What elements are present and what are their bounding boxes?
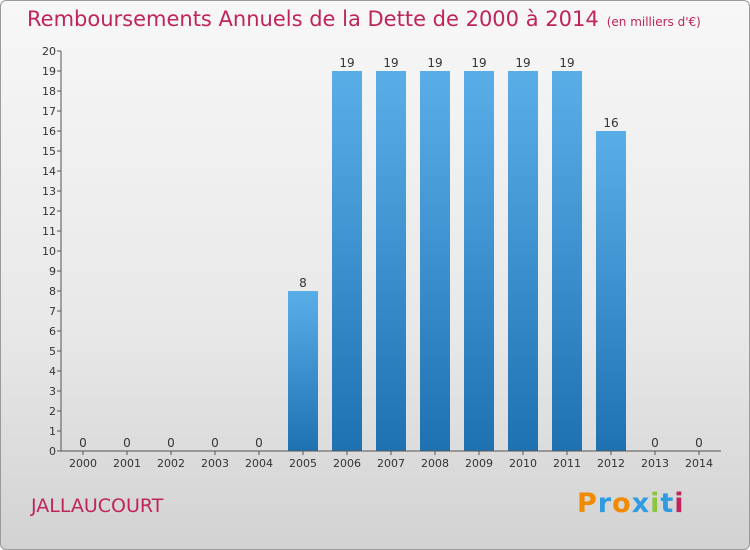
- value-label-2007: 19: [383, 56, 398, 70]
- commune-name: JALLAUCOURT: [31, 495, 164, 517]
- y-tick-label: 12: [42, 205, 56, 218]
- value-label-2006: 19: [339, 56, 354, 70]
- bar-2007: [376, 71, 406, 451]
- y-tick-label: 1: [49, 425, 56, 438]
- x-tick-label-2001: 2001: [113, 457, 141, 470]
- logo-letter: x: [631, 488, 651, 519]
- x-tick-label-2003: 2003: [201, 457, 229, 470]
- x-tick-label-2010: 2010: [509, 457, 537, 470]
- x-tick-label-2009: 2009: [465, 457, 493, 470]
- y-tick-label: 2: [49, 405, 56, 418]
- y-tick-label: 18: [42, 85, 56, 98]
- bar-2008: [420, 71, 450, 451]
- y-tick-label: 9: [49, 265, 56, 278]
- x-axis-ticks: 2000 2001 2002 2003 2004 2005 2006 2007 2008 2009…: [69, 451, 713, 470]
- x-tick-label-2013: 2013: [641, 457, 669, 470]
- x-tick-label-2005: 2005: [289, 457, 317, 470]
- bar-2012: [596, 131, 626, 451]
- x-tick-label-2006: 2006: [333, 457, 361, 470]
- y-tick-label: 15: [42, 145, 56, 158]
- value-label-2001: 0: [123, 436, 131, 450]
- value-label-2000: 0: [79, 436, 87, 450]
- y-tick-label: 5: [49, 345, 56, 358]
- y-tick-label: 10: [42, 245, 56, 258]
- bar-series: [288, 71, 626, 451]
- logo-letter: o: [612, 488, 632, 519]
- x-tick-label-2008: 2008: [421, 457, 449, 470]
- logo-letter: i: [650, 488, 661, 519]
- value-label-2003: 0: [211, 436, 219, 450]
- value-label-2011: 19: [559, 56, 574, 70]
- chart-subtitle: (en milliers d'€): [606, 15, 701, 29]
- y-tick-label: 20: [42, 45, 56, 58]
- proxiti-logo[interactable]: Proxiti: [577, 488, 685, 519]
- y-tick-label: 3: [49, 385, 56, 398]
- chart-title-text: Remboursements Annuels de la Dette de 20…: [27, 7, 599, 31]
- value-labels: 0 0 0 0 0 8 19 19 19 19 19 19 16 0 0: [79, 56, 703, 450]
- y-tick-label: 6: [49, 325, 56, 338]
- x-tick-label-2000: 2000: [69, 457, 97, 470]
- value-label-2009: 19: [471, 56, 486, 70]
- logo-letter: r: [597, 488, 613, 519]
- chart-title: Remboursements Annuels de la Dette de 20…: [27, 7, 701, 31]
- bar-2006: [332, 71, 362, 451]
- x-tick-label-2007: 2007: [377, 457, 405, 470]
- y-tick-label: 8: [49, 285, 56, 298]
- y-tick-label: 13: [42, 185, 56, 198]
- bar-2005: [288, 291, 318, 451]
- bar-2011: [552, 71, 582, 451]
- value-label-2002: 0: [167, 436, 175, 450]
- x-tick-label-2012: 2012: [597, 457, 625, 470]
- y-tick-label: 11: [42, 225, 56, 238]
- y-tick-label: 16: [42, 125, 56, 138]
- x-tick-label-2011: 2011: [553, 457, 581, 470]
- bar-2010: [508, 71, 538, 451]
- logo-letter: i: [674, 488, 685, 519]
- value-label-2010: 19: [515, 56, 530, 70]
- value-label-2004: 0: [255, 436, 263, 450]
- logo-letter: t: [660, 488, 675, 519]
- y-tick-label: 19: [42, 65, 56, 78]
- bar-2009: [464, 71, 494, 451]
- logo-letter: P: [577, 488, 598, 519]
- y-tick-label: 4: [49, 365, 56, 378]
- y-tick-label: 7: [49, 305, 56, 318]
- value-label-2014: 0: [695, 436, 703, 450]
- value-label-2013: 0: [651, 436, 659, 450]
- x-tick-label-2002: 2002: [157, 457, 185, 470]
- x-tick-label-2004: 2004: [245, 457, 273, 470]
- x-tick-label-2014: 2014: [685, 457, 713, 470]
- y-tick-label: 0: [49, 445, 56, 458]
- value-label-2012: 16: [603, 116, 618, 130]
- value-label-2008: 19: [427, 56, 442, 70]
- y-tick-label: 17: [42, 105, 56, 118]
- value-label-2005: 8: [299, 276, 307, 290]
- y-tick-label: 14: [42, 165, 56, 178]
